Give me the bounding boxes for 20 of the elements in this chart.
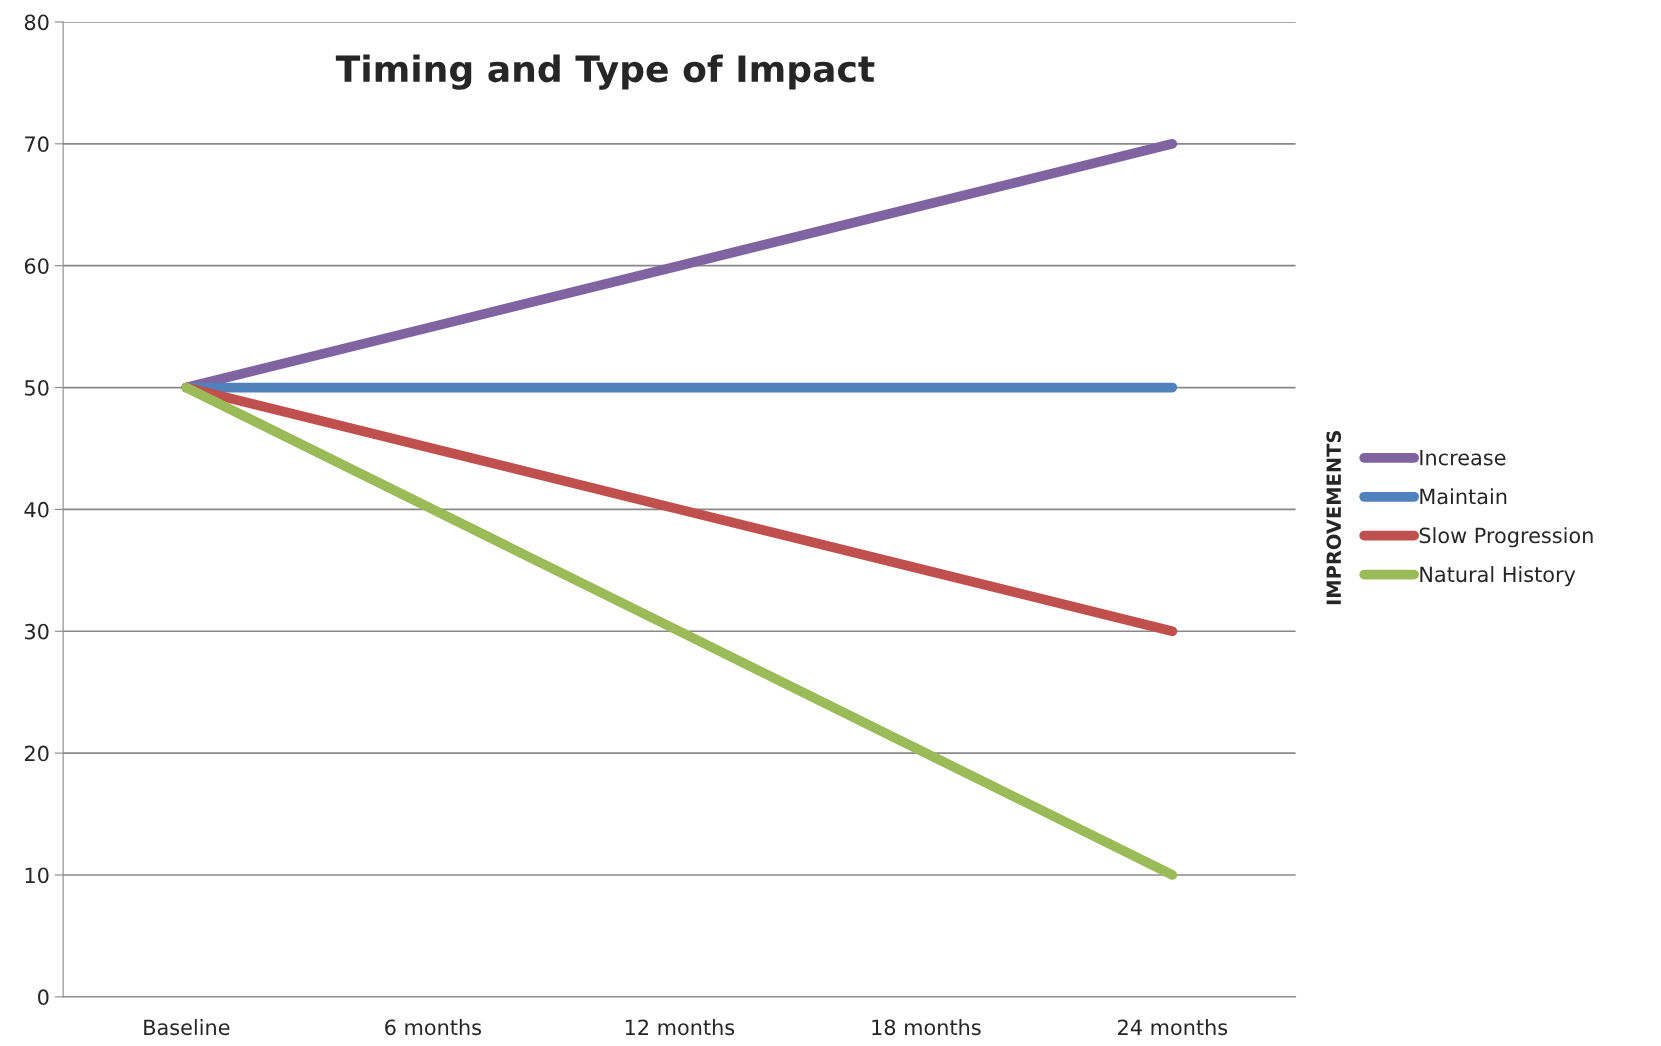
y-tick-label: 20: [24, 745, 49, 762]
y-tick-label: 60: [24, 258, 49, 274]
y-tick-label: 40: [24, 501, 49, 518]
y-tick-label: 70: [25, 136, 49, 153]
legend-label: Increase: [1420, 449, 1506, 466]
x-tick-label: 12 months: [625, 1019, 735, 1036]
x-tick-label: 6 months: [385, 1019, 482, 1036]
y-tick-label: 0: [38, 989, 49, 1006]
x-tick-label: 24 months: [1118, 1019, 1228, 1036]
x-tick-label: Baseline: [144, 1019, 230, 1036]
legend-title: IMPROVEMENTS: [1326, 431, 1342, 605]
legend-label: Slow Progression: [1419, 527, 1593, 548]
legend-label: Natural History: [1420, 566, 1576, 587]
legend-label: Maintain: [1420, 488, 1507, 505]
text: Timing and Type of Impact: [335, 54, 875, 90]
y-tick-label: 10: [25, 867, 49, 884]
x-tick-label: 18 months: [872, 1019, 981, 1036]
y-tick-label: 80: [24, 14, 49, 31]
y-tick-label: 50: [25, 380, 49, 396]
y-tick-label: 30: [25, 623, 49, 640]
